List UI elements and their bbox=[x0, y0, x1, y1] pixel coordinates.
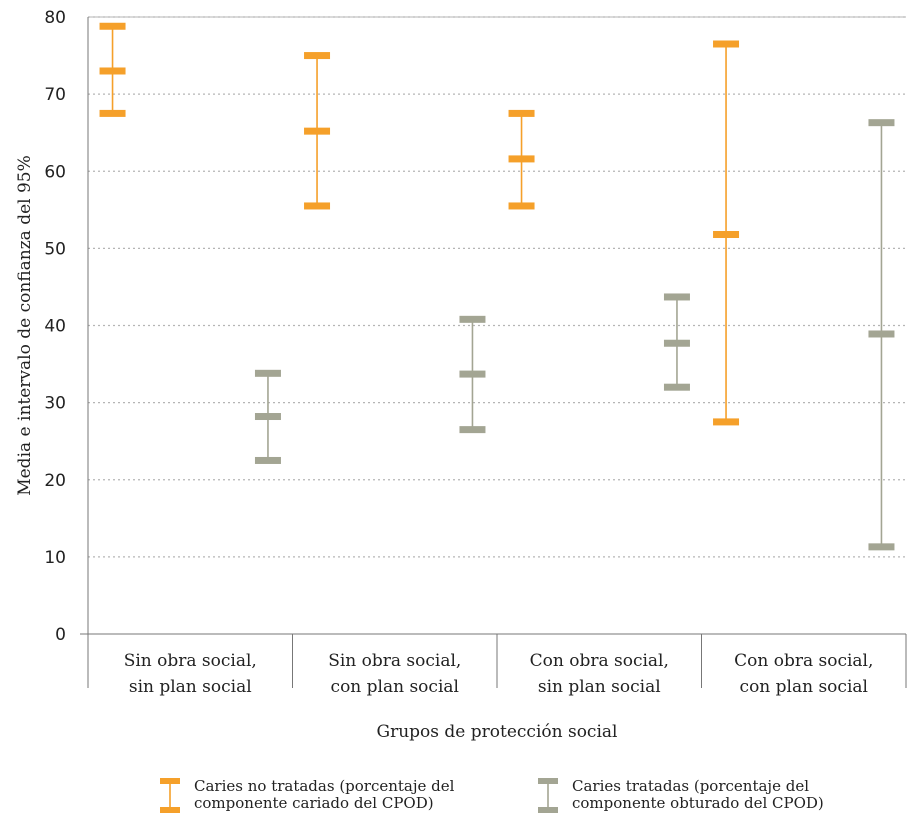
legend-label: Caries tratadas (porcentaje del bbox=[572, 777, 809, 795]
legend-swatch-cap bbox=[160, 778, 180, 784]
y-tick-label: 20 bbox=[44, 471, 66, 491]
legend-swatch-cap bbox=[160, 807, 180, 813]
upper-cap bbox=[508, 109, 535, 117]
y-tick-label: 0 bbox=[55, 625, 66, 645]
legend-label: componente cariado del CPOD) bbox=[194, 794, 434, 812]
mean-marker bbox=[99, 67, 126, 75]
upper-cap bbox=[868, 119, 895, 127]
gridlines bbox=[88, 16, 906, 558]
upper-cap bbox=[254, 369, 281, 377]
category-labels: Sin obra social, sin plan social Sin obra … bbox=[124, 651, 874, 697]
lower-cap bbox=[713, 418, 740, 426]
series-0 bbox=[99, 22, 740, 426]
legend-label: componente obturado del CPOD) bbox=[572, 794, 824, 812]
legend-label: Caries no tratadas (porcentaje del bbox=[194, 777, 455, 795]
series-1 bbox=[254, 119, 895, 551]
lower-cap bbox=[508, 202, 535, 210]
lower-cap bbox=[304, 202, 331, 210]
lower-cap bbox=[459, 426, 486, 434]
category-label: Sin obra social, bbox=[124, 651, 257, 671]
mean-marker bbox=[508, 155, 535, 163]
mean-marker bbox=[713, 230, 740, 238]
category-label: Con obra social, bbox=[530, 651, 669, 671]
legend-swatch-cap bbox=[538, 807, 558, 813]
lower-cap bbox=[868, 543, 895, 551]
y-tick-labels: 0 10 20 30 40 50 60 70 80 bbox=[44, 8, 66, 645]
y-tick-label: 40 bbox=[44, 317, 66, 337]
category-label: con plan social bbox=[331, 677, 459, 697]
category-label: Con obra social, bbox=[734, 651, 873, 671]
legend: Caries no tratadas (porcentaje delcompon… bbox=[160, 777, 824, 813]
y-tick-label: 80 bbox=[44, 8, 66, 28]
category-label: Sin obra social, bbox=[328, 651, 461, 671]
lower-cap bbox=[254, 456, 281, 464]
x-axis-title: Grupos de protección social bbox=[377, 722, 618, 742]
lower-cap bbox=[663, 383, 690, 391]
y-tick-label: 30 bbox=[44, 394, 66, 414]
mean-marker bbox=[663, 339, 690, 347]
upper-cap bbox=[459, 315, 486, 323]
y-axis-title: Media e intervalo de confianza del 95% bbox=[15, 155, 35, 496]
upper-cap bbox=[304, 52, 331, 60]
upper-cap bbox=[713, 40, 740, 48]
category-label: sin plan social bbox=[538, 677, 661, 697]
upper-cap bbox=[663, 293, 690, 301]
mean-marker bbox=[868, 330, 895, 338]
legend-item-0: Caries no tratadas (porcentaje delcompon… bbox=[160, 777, 455, 813]
error-bars bbox=[99, 22, 895, 551]
y-tick-label: 10 bbox=[44, 548, 66, 568]
upper-cap bbox=[99, 22, 126, 30]
lower-cap bbox=[99, 109, 126, 117]
axes bbox=[80, 16, 907, 688]
y-tick-label: 70 bbox=[44, 85, 66, 105]
legend-item-1: Caries tratadas (porcentaje delcomponent… bbox=[538, 777, 824, 813]
category-label: sin plan social bbox=[129, 677, 252, 697]
y-tick-label: 60 bbox=[44, 162, 66, 182]
legend-swatch-cap bbox=[538, 778, 558, 784]
mean-marker bbox=[254, 413, 281, 421]
mean-marker bbox=[304, 127, 331, 135]
category-label: con plan social bbox=[740, 677, 868, 697]
mean-marker bbox=[459, 370, 486, 378]
y-tick-label: 50 bbox=[44, 239, 66, 259]
